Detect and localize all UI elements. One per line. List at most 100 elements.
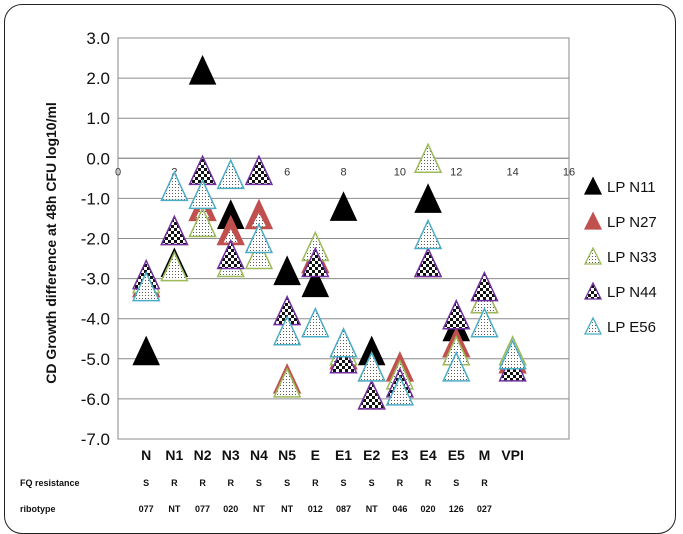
ribotype-value: 077 bbox=[139, 504, 154, 514]
marker-lp-e56 bbox=[132, 270, 161, 302]
ribotype-value: NT bbox=[281, 504, 293, 514]
ribotype-value: 020 bbox=[421, 504, 436, 514]
x-tick-label: 0 bbox=[115, 166, 121, 178]
ribotype-value: 077 bbox=[195, 504, 210, 514]
y-tick-label: -5.0 bbox=[81, 350, 110, 369]
marker-lp-n44 bbox=[413, 246, 443, 278]
fq-value: R bbox=[228, 478, 235, 488]
ribotype-row: 077 NT 077 020 NT NT 012 087 NT 046 020 126 027 bbox=[139, 504, 492, 514]
category-label: E3 bbox=[391, 447, 408, 463]
legend-label: LP N44 bbox=[607, 284, 657, 301]
y-tick-label: 0.0 bbox=[86, 149, 110, 168]
y-tick-label: 2.0 bbox=[86, 69, 110, 88]
fq-value: S bbox=[256, 478, 262, 488]
ribotype-value: NT bbox=[168, 504, 180, 514]
x-tick-label: 16 bbox=[563, 166, 575, 178]
category-label: E1 bbox=[335, 447, 352, 463]
category-label: N3 bbox=[222, 447, 240, 463]
legend-label: LP N27 bbox=[607, 214, 657, 231]
category-label: E4 bbox=[420, 447, 437, 463]
marker-lp-n11 bbox=[132, 335, 160, 366]
marker-lp-n44 bbox=[216, 238, 245, 270]
marker-lp-n11 bbox=[301, 267, 330, 298]
legend-label: LP E56 bbox=[607, 319, 656, 336]
ribotype-value: NT bbox=[253, 504, 265, 514]
marker-lp-n33 bbox=[160, 250, 189, 282]
category-label: E5 bbox=[448, 447, 465, 463]
marker-lp-n44 bbox=[470, 270, 499, 302]
marker-lp-e56 bbox=[272, 314, 302, 346]
marker-lp-n44 bbox=[301, 246, 330, 278]
marker-lp-e56 bbox=[413, 218, 443, 250]
marker-lp-n11 bbox=[188, 54, 217, 85]
category-label: VPI bbox=[501, 447, 524, 463]
fq-value: R bbox=[171, 478, 178, 488]
legend-marker bbox=[583, 316, 603, 335]
legend-marker bbox=[583, 246, 603, 265]
data-markers bbox=[132, 54, 527, 410]
y-tick-label: -6.0 bbox=[81, 390, 110, 409]
fq-value: S bbox=[340, 478, 346, 488]
marker-lp-n44 bbox=[442, 298, 471, 330]
fq-value: S bbox=[369, 478, 375, 488]
ribotype-label: ribotype bbox=[20, 504, 56, 514]
marker-lp-e56 bbox=[385, 375, 415, 406]
fq-value: R bbox=[425, 478, 432, 488]
ribotype-value: 126 bbox=[449, 504, 464, 514]
fq-value: R bbox=[199, 478, 206, 488]
fq-value: S bbox=[284, 478, 290, 488]
y-tick-label: -3.0 bbox=[81, 270, 110, 289]
fq-value: R bbox=[397, 478, 404, 488]
x-tick-label: 14 bbox=[507, 166, 519, 178]
fq-value: S bbox=[453, 478, 459, 488]
legend: LP N11 LP N27 LP N33 LP N44 LP E56 bbox=[583, 176, 657, 336]
marker-lp-n44 bbox=[329, 343, 358, 374]
category-label: E bbox=[311, 447, 320, 463]
marker-lp-n33 bbox=[413, 142, 443, 174]
marker-lp-e56 bbox=[442, 351, 471, 382]
category-label: N4 bbox=[250, 447, 268, 463]
legend-label: LP N11 bbox=[607, 179, 656, 196]
ribotype-value: 012 bbox=[308, 504, 323, 514]
marker-lp-n44 bbox=[160, 214, 189, 246]
marker-lp-e56 bbox=[329, 326, 358, 358]
y-tick-labels: 3.0 2.0 1.0 0.0 -1.0 -2.0 -3.0 -4.0 -5.0 -6.0 -7.0 bbox=[81, 29, 110, 449]
y-tick-label: -7.0 bbox=[81, 430, 110, 449]
marker-lp-e56 bbox=[216, 158, 245, 190]
marker-inner bbox=[223, 229, 238, 243]
ribotype-value: 046 bbox=[392, 504, 407, 514]
legend-label: LP N33 bbox=[607, 249, 657, 266]
category-label: M bbox=[479, 447, 491, 463]
legend-marker bbox=[583, 176, 603, 195]
marker-lp-e56 bbox=[188, 178, 217, 210]
marker-lp-n44 bbox=[357, 379, 386, 410]
marker-inner bbox=[251, 213, 267, 227]
marker-lp-n33 bbox=[244, 238, 274, 270]
marker-lp-e56 bbox=[357, 351, 386, 382]
fq-value: R bbox=[312, 478, 319, 488]
category-label: N bbox=[141, 447, 151, 463]
marker-lp-e56 bbox=[301, 306, 330, 338]
y-tick-label: -1.0 bbox=[81, 189, 110, 208]
marker-lp-n11 bbox=[414, 183, 442, 213]
legend-marker bbox=[583, 211, 603, 230]
marker-lp-n33 bbox=[188, 206, 217, 238]
category-label: N2 bbox=[194, 447, 212, 463]
marker-lp-e56 bbox=[160, 170, 189, 202]
fq-value: R bbox=[481, 478, 488, 488]
fq-value: S bbox=[143, 478, 149, 488]
marker-lp-e56 bbox=[498, 339, 527, 370]
x-tick-label: 10 bbox=[394, 166, 406, 178]
y-tick-label: 1.0 bbox=[86, 109, 110, 128]
category-label: N5 bbox=[278, 447, 296, 463]
marker-lp-n44 bbox=[244, 154, 274, 186]
legend-marker bbox=[583, 281, 603, 300]
ribotype-value: 087 bbox=[336, 504, 351, 514]
ribotype-value: 027 bbox=[477, 504, 492, 514]
x-tick-label: 6 bbox=[284, 166, 290, 178]
y-tick-label: -2.0 bbox=[81, 230, 110, 249]
category-label: N1 bbox=[165, 447, 183, 463]
category-labels: N N1 N2 N3 N4 N5 E E1 E2 E3 E4 E5 M VPI bbox=[141, 447, 524, 463]
